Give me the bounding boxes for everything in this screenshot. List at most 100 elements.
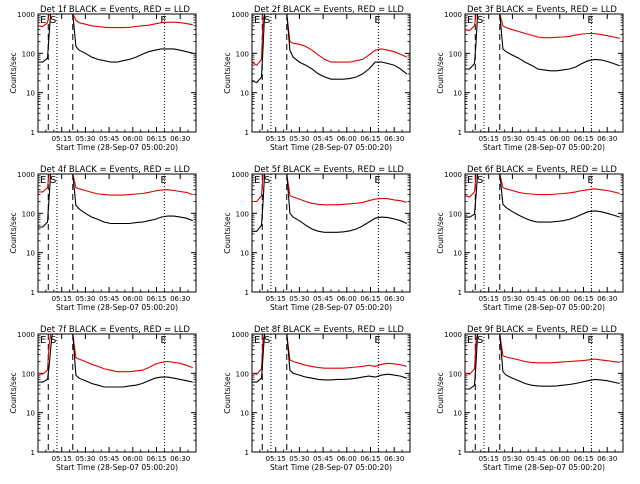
event-marker: E [160,175,166,186]
plot-panel-2: Det 2f BLACK = Events, RED = LLD 1 10 100 10… [223,5,411,152]
series-line-events [465,174,620,223]
y-tick-label: 10 [240,410,249,418]
event-marker: S [264,15,270,26]
x-tick-label: 05:30 [75,295,95,303]
x-axis-label: Start Time (28-Sep-07 05:00:20) [56,143,178,152]
x-tick-label: 06:30 [384,295,404,303]
plot-title: Det 5f BLACK = Events, RED = LLD [254,165,404,175]
event-marker: E [254,175,260,186]
series-line-lld [465,334,620,375]
plot-panel-7: Det 7f BLACK = Events, RED = LLD 1 10 100 10… [9,325,197,472]
y-tick-label: 100 [22,50,35,58]
x-tick-label: 05:15 [52,455,72,463]
x-tick-label: 06:00 [123,295,143,303]
y-tick-label: 1000 [17,11,35,19]
x-tick-label: 06:30 [170,455,190,463]
y-tick-label: 1 [458,289,462,297]
y-tick-label: 1 [31,289,35,297]
series-line-events [252,334,407,383]
x-tick-label: 06:30 [597,295,617,303]
y-tick-label: 1000 [231,171,249,179]
y-tick-label: 1 [245,129,249,137]
y-axis-label: Counts/sec [436,212,445,253]
event-marker: E [374,175,380,186]
x-tick-label: 06:30 [170,295,190,303]
y-tick-label: 100 [236,210,249,218]
event-marker: E [374,15,380,26]
series-line-lld [465,174,620,198]
x-tick-label: 05:45 [99,455,119,463]
x-tick-label: 06:30 [384,455,404,463]
x-tick-label: 06:30 [597,135,617,143]
y-tick-label: 100 [22,210,35,218]
plot-title: Det 7f BLACK = Events, RED = LLD [40,325,190,335]
plot-title: Det 2f BLACK = Events, RED = LLD [254,5,404,15]
y-tick-label: 10 [26,250,35,258]
y-axis-label: Counts/sec [223,372,232,413]
y-tick-label: 10 [26,90,35,98]
plot-title: Det 4f BLACK = Events, RED = LLD [40,165,190,175]
y-tick-label: 1000 [17,331,35,339]
plot-title: Det 9f BLACK = Events, RED = LLD [467,325,617,335]
series-line-events [38,334,193,388]
series-line-lld [38,14,193,29]
x-tick-label: 06:00 [550,295,570,303]
x-axis-label: Start Time (28-Sep-07 05:00:20) [56,303,178,312]
y-axis-label: Counts/sec [223,52,232,93]
x-tick-label: 06:15 [360,455,380,463]
event-marker: E [587,335,593,346]
series-line-events [465,14,620,72]
x-axis-label: Start Time (28-Sep-07 05:00:20) [270,463,392,472]
plot-frame [464,173,624,293]
event-marker: E [254,335,260,346]
y-tick-label: 10 [240,90,249,98]
x-tick-label: 05:15 [52,135,72,143]
series-line-events [38,14,193,63]
y-axis-label: Counts/sec [436,372,445,413]
x-tick-label: 06:15 [360,295,380,303]
x-tick-label: 05:30 [502,135,522,143]
event-marker: S [264,335,270,346]
series-line-lld [38,174,193,196]
x-axis-label: Start Time (28-Sep-07 05:00:20) [270,143,392,152]
event-marker: S [264,175,270,186]
x-tick-label: 06:30 [384,135,404,143]
plot-title: Det 8f BLACK = Events, RED = LLD [254,325,404,335]
x-axis-label: Start Time (28-Sep-07 05:00:20) [56,463,178,472]
y-tick-label: 1000 [231,11,249,19]
y-tick-label: 100 [236,50,249,58]
x-tick-label: 05:15 [266,455,286,463]
event-marker: S [50,15,56,26]
x-tick-label: 05:30 [289,295,309,303]
x-tick-label: 06:15 [146,295,166,303]
x-tick-label: 06:30 [170,135,190,143]
y-axis-label: Counts/sec [9,372,18,413]
series-line-lld [38,334,193,375]
x-tick-label: 06:15 [146,135,166,143]
y-tick-label: 10 [453,90,462,98]
series-line-events [465,334,620,390]
event-marker: E [254,15,260,26]
x-tick-label: 05:45 [526,455,546,463]
y-tick-label: 1 [31,449,35,457]
event-marker: E [467,15,473,26]
x-tick-label: 06:00 [337,295,357,303]
event-marker: E [467,175,473,186]
y-axis-label: Counts/sec [436,52,445,93]
x-tick-label: 06:15 [573,135,593,143]
x-axis-label: Start Time (28-Sep-07 05:00:20) [270,303,392,312]
plot-frame [37,173,197,293]
y-tick-label: 1000 [444,11,462,19]
plot-frame [464,333,624,453]
x-tick-label: 06:00 [337,135,357,143]
x-tick-label: 06:00 [123,135,143,143]
series-line-lld [252,334,407,375]
event-marker: E [587,175,593,186]
series-line-events [252,174,408,233]
event-marker: E [160,15,166,26]
plot-frame [464,13,624,133]
x-tick-label: 05:15 [479,295,499,303]
plot-panel-8: Det 8f BLACK = Events, RED = LLD 1 10 100 10… [223,325,411,472]
x-tick-label: 06:00 [337,455,357,463]
